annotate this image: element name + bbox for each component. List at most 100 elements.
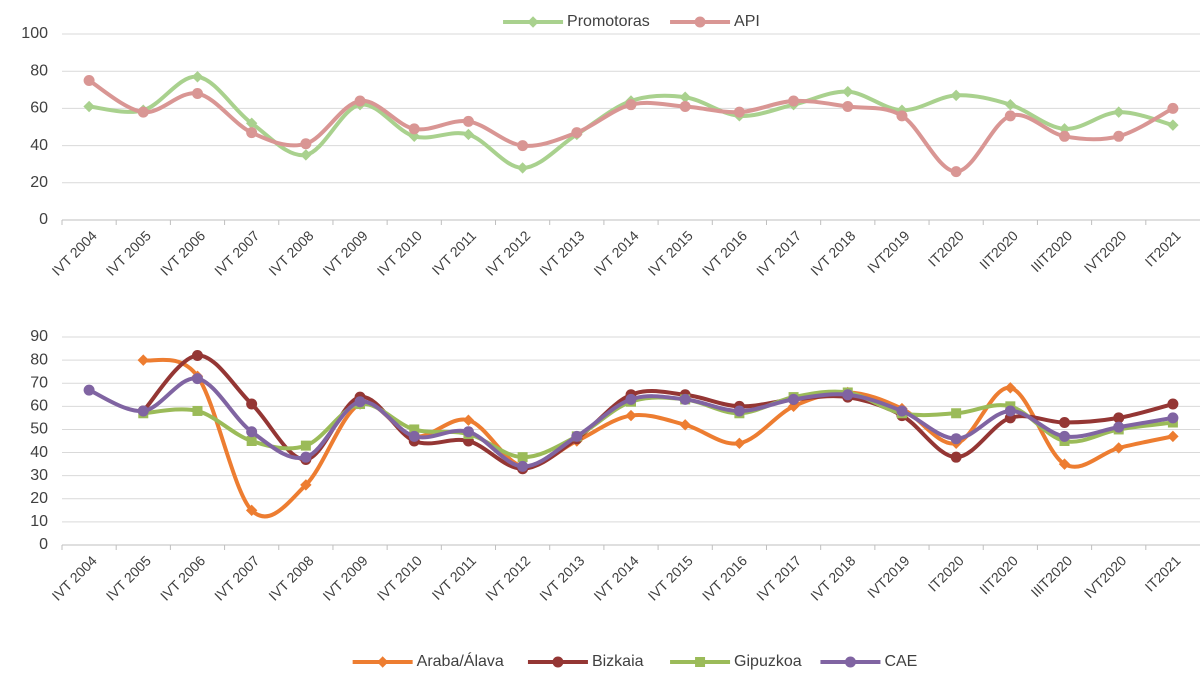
data-point: [409, 424, 420, 435]
x-tick-label: IIIT2020: [1028, 552, 1076, 600]
y-tick-label: 60: [30, 100, 48, 117]
data-point: [625, 99, 637, 111]
y-tick-label: 40: [30, 444, 48, 461]
data-point: [462, 115, 474, 127]
data-point: [300, 451, 312, 463]
data-point: [1113, 442, 1125, 454]
data-point: [950, 433, 962, 445]
data-point: [625, 409, 637, 422]
legend-item: Bizkaia: [527, 653, 644, 670]
data-point: [1004, 98, 1017, 111]
x-tick-label: IVT 2008: [265, 227, 316, 278]
x-tick-label: IVT 2014: [590, 227, 641, 278]
data-point: [625, 393, 637, 405]
data-point: [1113, 412, 1125, 424]
x-tick-label: IVT 2010: [374, 227, 425, 278]
data-point: [1113, 106, 1125, 118]
data-point: [246, 398, 258, 410]
legend-item: CAE: [820, 653, 917, 670]
y-tick-label: 80: [30, 351, 48, 368]
data-point: [246, 127, 258, 139]
data-point: [83, 384, 95, 396]
x-tick-label: IVT 2013: [536, 552, 587, 603]
x-tick-label: IVT 2018: [807, 552, 858, 603]
y-tick-label: 80: [30, 62, 48, 79]
data-point: [517, 452, 528, 463]
data-point: [896, 405, 908, 417]
data-point: [137, 405, 149, 417]
data-point: [246, 436, 257, 446]
x-tick-label: IT2020: [925, 227, 967, 269]
x-tick-label: IVT 2004: [49, 227, 100, 278]
legend-marker: [694, 16, 706, 28]
data-point: [354, 95, 366, 107]
data-point: [950, 166, 962, 178]
data-point: [788, 393, 800, 405]
data-point: [137, 354, 149, 366]
x-tick-label: IVT2019: [864, 552, 913, 601]
data-point: [300, 479, 312, 491]
y-tick-label: 50: [30, 421, 48, 438]
x-tick-label: IVT 2014: [590, 552, 641, 603]
y-tick-label: 100: [21, 25, 48, 42]
legend-marker: [844, 656, 856, 668]
y-tick-label: 60: [30, 398, 48, 415]
y-tick-label: 20: [30, 490, 48, 507]
legend-label: Gipuzkoa: [734, 653, 802, 670]
x-tick-label: IVT 2011: [429, 552, 480, 603]
x-tick-label: IVT 2005: [103, 227, 154, 278]
x-tick-label: IVT 2012: [482, 552, 533, 603]
data-point: [83, 100, 95, 113]
x-tick-label: IIT2020: [976, 552, 1021, 597]
data-point: [408, 430, 420, 442]
x-tick-label: IVT 2007: [211, 227, 262, 278]
legend-marker: [376, 656, 389, 668]
data-point: [300, 440, 311, 451]
x-tick-label: IVT 2009: [319, 227, 370, 278]
data-point: [571, 430, 583, 442]
data-point: [1113, 421, 1125, 433]
data-point: [1059, 130, 1071, 142]
data-point: [245, 504, 258, 517]
data-point: [1004, 405, 1016, 417]
data-point: [896, 110, 908, 122]
data-point: [733, 437, 746, 450]
y-tick-label: 70: [30, 374, 48, 391]
data-point: [679, 393, 691, 405]
data-point: [1058, 458, 1071, 470]
x-tick-label: IVT 2016: [699, 227, 750, 278]
data-point: [83, 75, 95, 86]
data-point: [191, 71, 204, 83]
data-point: [679, 91, 691, 103]
data-point: [1004, 110, 1016, 122]
data-point: [462, 426, 474, 438]
data-point: [1059, 417, 1071, 429]
legend-item: Araba/Álava: [352, 651, 504, 670]
y-tick-label: 10: [30, 513, 48, 530]
legend-marker: [695, 657, 706, 667]
x-tick-label: IVT 2016: [699, 552, 750, 603]
x-tick-label: IT2020: [925, 552, 967, 594]
data-point: [1059, 430, 1071, 442]
data-point: [462, 414, 475, 426]
data-point: [516, 162, 529, 174]
data-point: [192, 405, 203, 416]
legend-label: Promotoras: [567, 13, 650, 30]
x-tick-label: IT2021: [1142, 552, 1184, 594]
data-point: [300, 138, 312, 150]
x-tick-label: IVT 2011: [429, 227, 480, 278]
x-tick-label: IVT 2007: [211, 552, 262, 603]
series-line: [88, 74, 1174, 170]
x-tick-label: IVT2020: [1081, 227, 1130, 276]
y-tick-label: 20: [30, 174, 48, 191]
data-point: [733, 405, 745, 417]
data-point: [517, 460, 529, 472]
x-tick-label: IVT 2009: [319, 552, 370, 603]
data-point: [951, 408, 962, 419]
legend-label: Araba/Álava: [417, 651, 504, 670]
legend-label: Bizkaia: [592, 653, 644, 670]
x-tick-label: IVT 2008: [265, 552, 316, 603]
data-point: [1113, 130, 1125, 142]
data-point: [246, 426, 258, 438]
